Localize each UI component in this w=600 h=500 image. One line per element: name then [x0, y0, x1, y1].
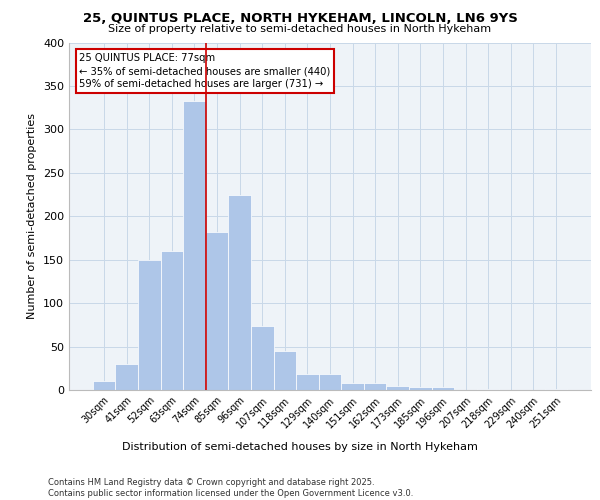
Bar [477, 389, 499, 390]
Bar [409, 386, 431, 390]
Y-axis label: Number of semi-detached properties: Number of semi-detached properties [28, 114, 37, 320]
Text: Contains HM Land Registry data © Crown copyright and database right 2025.
Contai: Contains HM Land Registry data © Crown c… [48, 478, 413, 498]
Bar [183, 100, 206, 390]
Bar [296, 374, 319, 390]
Bar [161, 251, 183, 390]
Text: Distribution of semi-detached houses by size in North Hykeham: Distribution of semi-detached houses by … [122, 442, 478, 452]
Bar [229, 194, 251, 390]
Bar [545, 389, 567, 390]
Bar [251, 326, 274, 390]
Bar [274, 351, 296, 390]
Text: Size of property relative to semi-detached houses in North Hykeham: Size of property relative to semi-detach… [109, 24, 491, 34]
Bar [431, 388, 454, 390]
Bar [93, 382, 115, 390]
Bar [364, 383, 386, 390]
Text: 25 QUINTUS PLACE: 77sqm
← 35% of semi-detached houses are smaller (440)
59% of s: 25 QUINTUS PLACE: 77sqm ← 35% of semi-de… [79, 53, 331, 90]
Bar [319, 374, 341, 390]
Bar [206, 232, 229, 390]
Bar [115, 364, 138, 390]
Text: 25, QUINTUS PLACE, NORTH HYKEHAM, LINCOLN, LN6 9YS: 25, QUINTUS PLACE, NORTH HYKEHAM, LINCOL… [83, 12, 517, 26]
Bar [138, 260, 161, 390]
Bar [386, 386, 409, 390]
Bar [341, 383, 364, 390]
